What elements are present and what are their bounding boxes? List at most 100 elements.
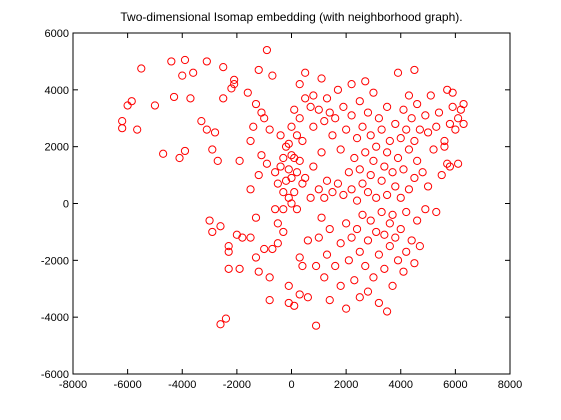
data-point xyxy=(290,188,299,197)
data-point xyxy=(361,261,370,271)
data-point xyxy=(355,293,364,302)
data-point xyxy=(432,122,441,131)
data-point xyxy=(342,125,351,134)
data-point xyxy=(382,307,392,316)
data-point xyxy=(426,91,435,100)
data-point xyxy=(355,165,364,174)
data-point xyxy=(216,222,225,231)
data-point xyxy=(224,247,233,256)
data-point xyxy=(314,233,323,242)
data-point xyxy=(265,125,274,134)
x-tick-label: 6000 xyxy=(443,379,467,391)
data-point xyxy=(320,273,329,282)
data-point xyxy=(246,185,255,194)
data-point xyxy=(210,128,220,137)
data-point xyxy=(325,296,334,305)
y-tick-label: -4000 xyxy=(41,312,69,324)
data-point xyxy=(298,136,307,146)
data-point xyxy=(180,146,190,156)
y-tick-label: -2000 xyxy=(41,255,69,267)
data-point xyxy=(331,114,340,123)
data-point xyxy=(399,165,408,174)
data-point xyxy=(404,91,414,100)
data-point xyxy=(246,233,255,242)
data-point xyxy=(328,188,337,197)
data-point xyxy=(219,94,228,103)
data-point xyxy=(317,148,326,157)
data-point xyxy=(352,224,362,234)
data-point xyxy=(271,205,280,214)
chart-title: Two-dimensional Isomap embedding (with n… xyxy=(120,10,463,24)
data-point xyxy=(410,136,419,146)
data-point xyxy=(366,216,375,225)
data-point xyxy=(382,148,392,157)
data-point xyxy=(391,119,400,129)
data-point xyxy=(178,71,187,80)
data-point xyxy=(159,149,168,158)
data-point xyxy=(301,68,310,77)
data-point xyxy=(262,45,272,55)
data-point xyxy=(317,74,326,83)
data-point xyxy=(451,125,460,134)
data-point xyxy=(219,63,228,72)
data-point xyxy=(325,224,334,234)
data-point xyxy=(385,242,394,251)
data-point xyxy=(361,77,370,86)
data-point xyxy=(339,190,348,200)
data-point xyxy=(180,55,190,65)
data-point xyxy=(429,145,438,154)
data-point xyxy=(369,273,378,282)
data-point xyxy=(369,156,378,165)
data-point xyxy=(284,165,293,174)
data-point xyxy=(396,193,405,202)
data-point xyxy=(336,145,345,154)
x-tick-label: -4000 xyxy=(168,379,196,391)
data-point xyxy=(342,219,351,228)
data-point xyxy=(273,239,282,248)
data-point xyxy=(287,122,296,131)
data-point xyxy=(443,159,452,168)
data-point xyxy=(281,142,291,151)
data-point xyxy=(279,227,288,237)
data-point xyxy=(385,136,394,146)
data-point xyxy=(402,247,411,256)
data-point xyxy=(350,153,359,163)
data-point xyxy=(372,227,381,237)
data-point xyxy=(243,88,252,97)
data-point xyxy=(314,185,323,194)
data-point xyxy=(230,80,239,89)
data-point xyxy=(459,99,468,109)
x-tick-label: 8000 xyxy=(498,379,522,391)
data-point xyxy=(445,119,455,129)
data-point xyxy=(306,193,315,202)
data-point xyxy=(413,99,422,109)
data-point xyxy=(254,65,263,75)
data-point xyxy=(374,250,383,259)
data-point xyxy=(352,134,362,143)
data-point xyxy=(448,102,457,111)
data-point xyxy=(366,170,375,180)
data-point xyxy=(265,296,274,305)
data-point xyxy=(434,108,444,117)
data-point xyxy=(355,247,364,256)
data-point xyxy=(251,253,261,262)
data-point xyxy=(369,88,378,97)
data-point xyxy=(404,145,414,154)
data-point xyxy=(407,114,416,123)
data-point xyxy=(333,179,343,188)
data-point xyxy=(213,156,222,165)
data-point xyxy=(413,216,422,225)
data-point xyxy=(336,281,345,291)
data-point xyxy=(331,261,340,271)
data-point xyxy=(254,170,263,180)
data-point xyxy=(372,193,381,202)
data-point xyxy=(322,94,332,103)
data-point xyxy=(347,185,356,194)
x-tick-label: -6000 xyxy=(114,379,142,391)
data-point xyxy=(437,170,446,180)
data-point xyxy=(336,239,345,248)
data-point xyxy=(292,205,302,214)
data-point xyxy=(396,134,405,143)
data-point xyxy=(352,196,362,205)
